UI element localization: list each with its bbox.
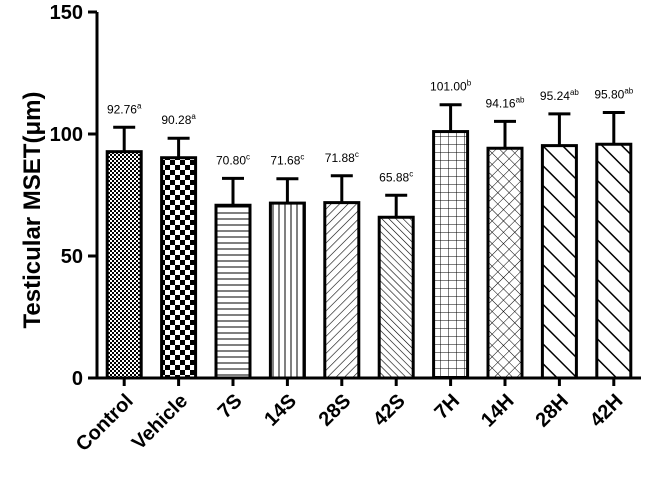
data-label-value: 95.24 — [540, 89, 570, 103]
data-label-superscript: ab — [516, 95, 525, 104]
data-label: 92.76a — [107, 101, 142, 116]
bar-vehicle — [160, 156, 198, 380]
data-label-value: 101.00 — [430, 80, 467, 94]
data-label-superscript: c — [355, 150, 359, 159]
data-label-value: 71.68 — [270, 154, 300, 168]
x-tick-label: 28H — [531, 390, 573, 432]
y-tick-label: 0 — [72, 368, 83, 390]
bar-7s — [214, 203, 252, 380]
x-tick-label: 14H — [477, 390, 519, 432]
data-label: 90.28a — [161, 112, 196, 127]
bar-28h — [540, 144, 578, 380]
x-tick-label: Vehicle — [128, 390, 192, 454]
bar-42h — [595, 142, 633, 380]
bar-7h — [432, 130, 470, 380]
y-tick-label: 150 — [50, 2, 83, 24]
data-label-value: 94.16 — [486, 96, 516, 110]
bar-28s — [323, 201, 361, 380]
data-label-value: 65.88 — [379, 170, 409, 184]
data-label-superscript: a — [137, 101, 142, 110]
x-tick-label: 7S — [214, 390, 247, 423]
bar-42s — [377, 215, 415, 380]
data-label-value: 92.76 — [107, 102, 137, 116]
data-label-superscript: a — [191, 112, 196, 121]
data-label: 101.00b — [430, 79, 472, 94]
data-label-value: 71.88 — [325, 151, 355, 165]
data-label: 70.80c — [216, 152, 250, 167]
data-label: 71.88c — [325, 150, 359, 165]
x-tick-label: 7H — [430, 390, 464, 424]
data-label: 94.16ab — [486, 95, 525, 110]
data-label-value: 95.80 — [594, 88, 624, 102]
bar-control — [105, 150, 143, 380]
x-tick-label: 14S — [260, 390, 301, 431]
y-tick-label: 50 — [61, 246, 83, 268]
data-label: 95.24ab — [540, 88, 579, 103]
data-label: 65.88c — [379, 169, 413, 184]
data-label: 71.68c — [270, 153, 304, 168]
x-tick-label: 28S — [315, 390, 356, 431]
data-label-superscript: ab — [624, 87, 633, 96]
bar-14s — [268, 201, 306, 380]
bar-14h — [486, 146, 524, 380]
data-label-superscript: b — [467, 79, 472, 88]
data-label-superscript: c — [246, 152, 250, 161]
data-label-value: 70.80 — [216, 153, 246, 167]
x-tick-label: 42H — [586, 390, 628, 432]
y-axis-title: Testicular MSET(μm) — [19, 92, 46, 329]
y-axis: 0 50 100 150 — [50, 2, 99, 390]
data-label-superscript: ab — [570, 88, 579, 97]
x-tick-label: 42S — [369, 390, 410, 431]
data-label-superscript: c — [300, 153, 304, 162]
y-tick-label: 100 — [50, 124, 83, 146]
data-label-value: 90.28 — [161, 113, 191, 127]
x-tick-label: Control — [72, 390, 138, 456]
data-label: 95.80ab — [594, 87, 633, 102]
data-label-superscript: c — [409, 169, 413, 178]
